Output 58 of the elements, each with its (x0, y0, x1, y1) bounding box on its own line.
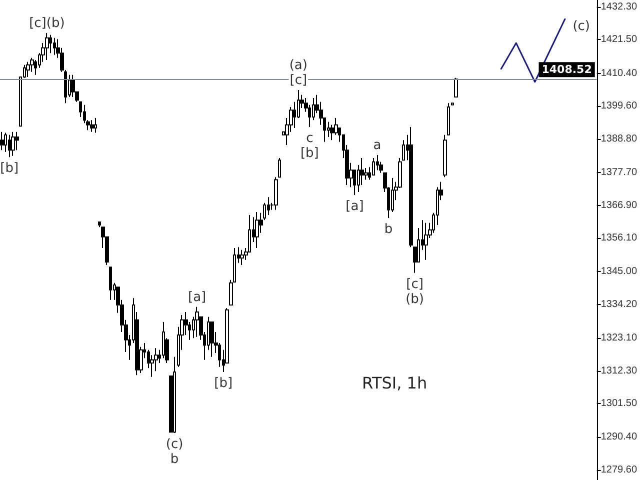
candlestick (274, 176, 278, 210)
candlestick (26, 61, 30, 78)
annotation: [c] (406, 276, 424, 292)
annotation: [a] (346, 198, 364, 214)
y-tick-label: 1399.60 (600, 100, 638, 112)
annotation: a (373, 138, 382, 153)
y-tick-label: 1312.30 (600, 365, 638, 376)
y-tick-label: 1388.80 (600, 133, 638, 144)
annotation: [b] (0, 161, 19, 176)
candlestick (94, 117, 97, 134)
y-tick-label: 1432.30 (600, 1, 638, 12)
candlestick (240, 249, 244, 266)
annotation: b (384, 222, 393, 238)
candlestick (109, 266, 112, 300)
candlestick (447, 102, 450, 136)
annotation: (c) (166, 437, 184, 452)
annotation: (b) (406, 292, 424, 307)
annotation: [c] (290, 73, 308, 88)
y-tick-label: 1290.40 (600, 432, 638, 443)
candlestick (278, 157, 281, 178)
annotation: [a] (188, 290, 206, 305)
candlestick (229, 279, 233, 306)
candlestick (255, 211, 259, 249)
annotation: [b] (214, 376, 233, 392)
candlestick (454, 77, 458, 98)
annotation: [b] (300, 146, 319, 162)
candlestick (11, 131, 15, 156)
y-tick-label: 1301.50 (600, 398, 638, 410)
y-tick-label: 1410.40 (600, 68, 638, 79)
annotation: (c) (572, 19, 590, 34)
candlestick (424, 222, 428, 260)
candlestick (0, 131, 4, 151)
annotation: c (306, 131, 314, 146)
text: RTSI, 1h (362, 374, 428, 392)
candlestick (195, 306, 199, 338)
y-tick-label: 1334.20 (600, 298, 638, 310)
candlestick (45, 32, 49, 61)
candlestick (162, 322, 165, 359)
candlestick (409, 126, 413, 248)
candlestick (233, 248, 236, 282)
y-tick-label: 1345.00 (600, 266, 638, 278)
annotation: b (170, 452, 179, 467)
y-tick-label: 1366.90 (600, 200, 638, 211)
annotation: (a) (289, 58, 308, 74)
y-tick-label: 1377.70 (600, 167, 638, 178)
y-tick-label: 1323.10 (600, 332, 638, 344)
candlestick (71, 74, 75, 98)
candlestick (173, 356, 176, 434)
ref-line-label: 1408.52 (542, 63, 592, 76)
candlestick (53, 37, 56, 56)
candlestick (443, 134, 447, 178)
y-tick-label: 1356.10 (600, 232, 638, 244)
candlestick (90, 120, 94, 132)
annotation: [c](b) (29, 16, 65, 32)
y-tick-label: 1421.50 (600, 34, 638, 46)
y-tick-label: 1279.60 (600, 464, 638, 476)
candlestick (8, 134, 11, 158)
candlestick (327, 121, 330, 138)
